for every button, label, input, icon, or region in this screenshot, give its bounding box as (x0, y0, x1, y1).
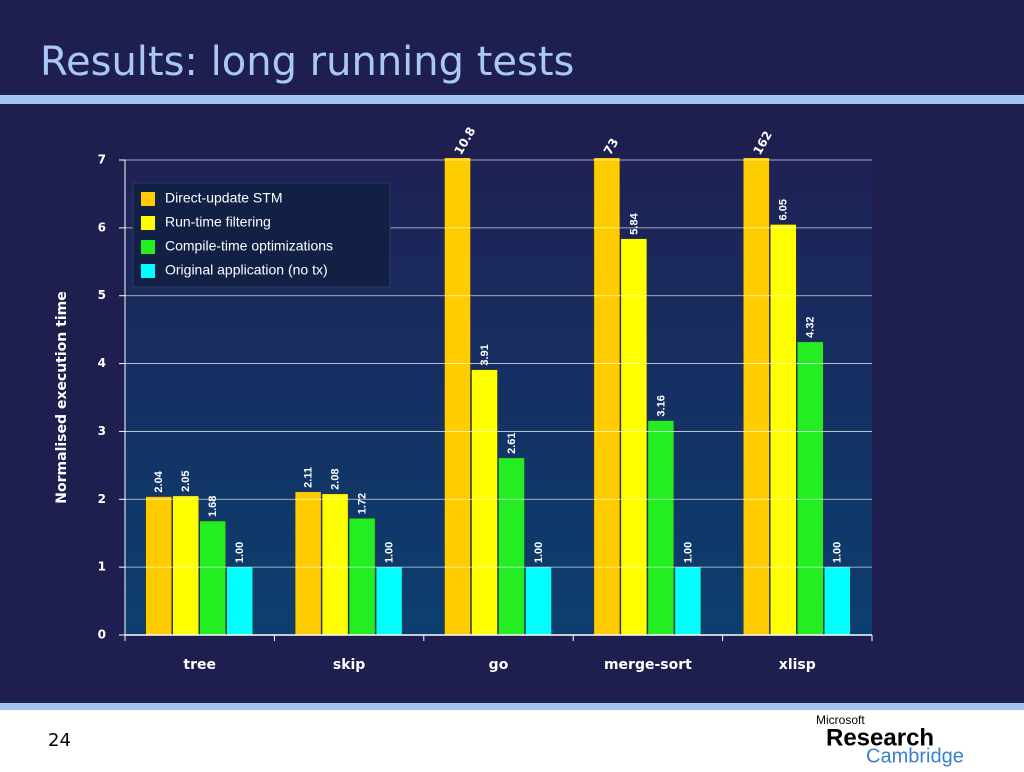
x-tick-label: go (489, 657, 509, 673)
value-label: 1.00 (384, 542, 396, 563)
footer (0, 710, 1024, 768)
legend-box (132, 182, 391, 288)
value-label: 2.08 (330, 468, 342, 489)
logo-text: Microsoft (816, 713, 865, 727)
legend-swatch (141, 192, 155, 206)
bar (172, 495, 199, 636)
y-tick-label: 7 (98, 153, 106, 167)
bar (498, 457, 525, 636)
x-tick-label: xlisp (779, 657, 816, 673)
bar (471, 369, 498, 636)
value-label: 2.05 (180, 470, 192, 491)
value-label: 4.32 (805, 316, 817, 337)
legend-swatch (141, 240, 155, 254)
bar (145, 496, 172, 636)
value-label: 6.05 (778, 199, 790, 220)
footer-rule (0, 703, 1024, 710)
value-label: 1.00 (682, 542, 694, 563)
logo-text: Research (826, 724, 934, 751)
x-tick-label: skip (333, 657, 365, 673)
y-tick-label: 2 (98, 492, 106, 506)
bar (620, 238, 648, 636)
page-number: 24 (48, 730, 71, 751)
bar (321, 493, 349, 636)
bar (797, 341, 824, 636)
bar (647, 420, 675, 636)
legend-swatch (141, 216, 155, 230)
bar (294, 491, 322, 636)
bar (226, 566, 253, 636)
value-label: 2.04 (153, 470, 165, 492)
bar (824, 566, 851, 636)
value-label: 1.00 (234, 542, 246, 563)
y-tick-label: 0 (98, 628, 106, 642)
value-label: 3.16 (655, 395, 667, 416)
x-tick-label: merge-sort (604, 657, 692, 673)
bar (743, 158, 770, 636)
value-label: 1.72 (357, 493, 369, 514)
bar (770, 224, 797, 636)
y-tick-label: 5 (98, 288, 106, 302)
bar (199, 520, 226, 636)
bar (674, 566, 702, 636)
y-tick-label: 3 (98, 424, 106, 438)
bar (348, 518, 376, 636)
value-label: 2.11 (303, 467, 315, 488)
value-label: 2.61 (506, 432, 518, 453)
value-label: 1.68 (207, 496, 219, 517)
y-tick-label: 1 (98, 560, 106, 574)
x-tick-label: tree (183, 657, 216, 673)
slide-title: Results: long running tests (40, 39, 574, 85)
legend-label: Run-time filtering (165, 214, 271, 230)
legend-label: Compile-time optimizations (165, 238, 333, 254)
logo-text: Cambridge (866, 745, 964, 767)
y-axis-label: Normalised execution time (54, 291, 70, 503)
value-label: 1.00 (533, 542, 545, 563)
y-tick-label: 6 (98, 220, 106, 234)
title-rule (0, 95, 1024, 104)
y-tick-label: 4 (98, 356, 106, 370)
value-label: 5.84 (628, 212, 640, 234)
legend-swatch (141, 264, 155, 278)
bar (525, 566, 552, 636)
legend-label: Direct-update STM (165, 190, 282, 206)
bar (444, 158, 471, 636)
bar (375, 566, 403, 636)
value-label: 3.91 (479, 344, 491, 365)
value-label: 1.00 (832, 542, 844, 563)
legend-label: Original application (no tx) (165, 262, 328, 278)
bars (145, 158, 851, 636)
